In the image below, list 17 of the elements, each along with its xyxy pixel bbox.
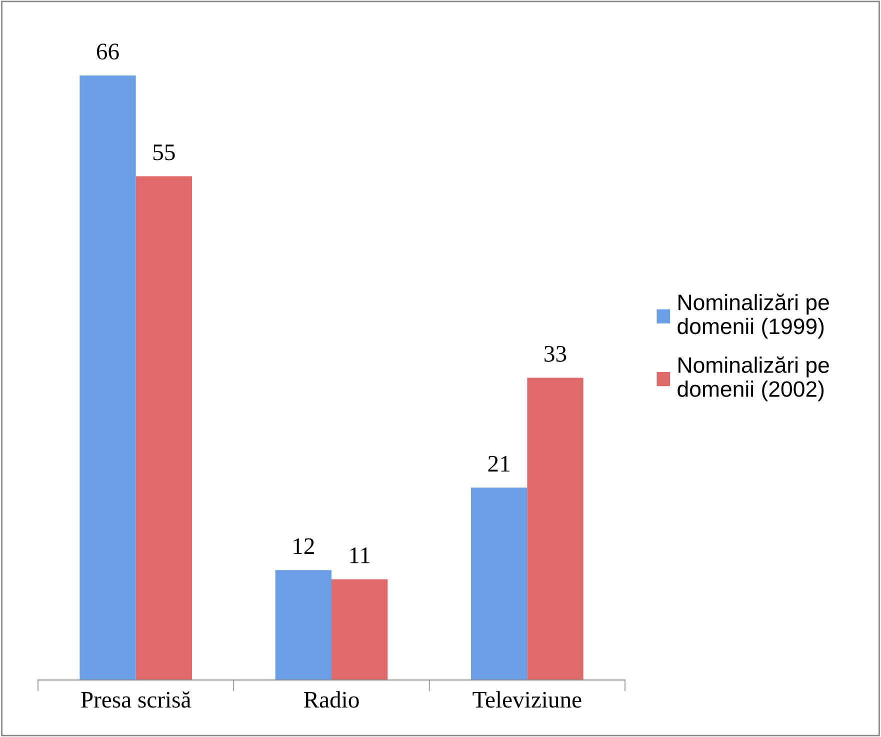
data-label: 12 — [294, 538, 314, 554]
data-label: 55 — [153, 144, 175, 160]
bar — [471, 488, 528, 680]
data-label: 11 — [350, 548, 370, 564]
x-tick-label: Televiziune — [472, 691, 582, 708]
x-tick-label: Radio — [304, 691, 359, 708]
legend-label: Nominalizări pe domenii (2002) — [678, 356, 829, 402]
bar — [332, 579, 388, 680]
bar — [80, 75, 136, 680]
data-label: 66 — [96, 44, 119, 60]
legend-label: Nominalizări pe domenii (1999) — [678, 294, 829, 339]
bar — [275, 570, 332, 680]
bar — [527, 378, 584, 680]
data-label: 33 — [544, 346, 566, 362]
bar — [136, 176, 192, 680]
data-label: 21 — [488, 456, 510, 472]
x-tick-label: Presa scrisă — [81, 691, 191, 708]
